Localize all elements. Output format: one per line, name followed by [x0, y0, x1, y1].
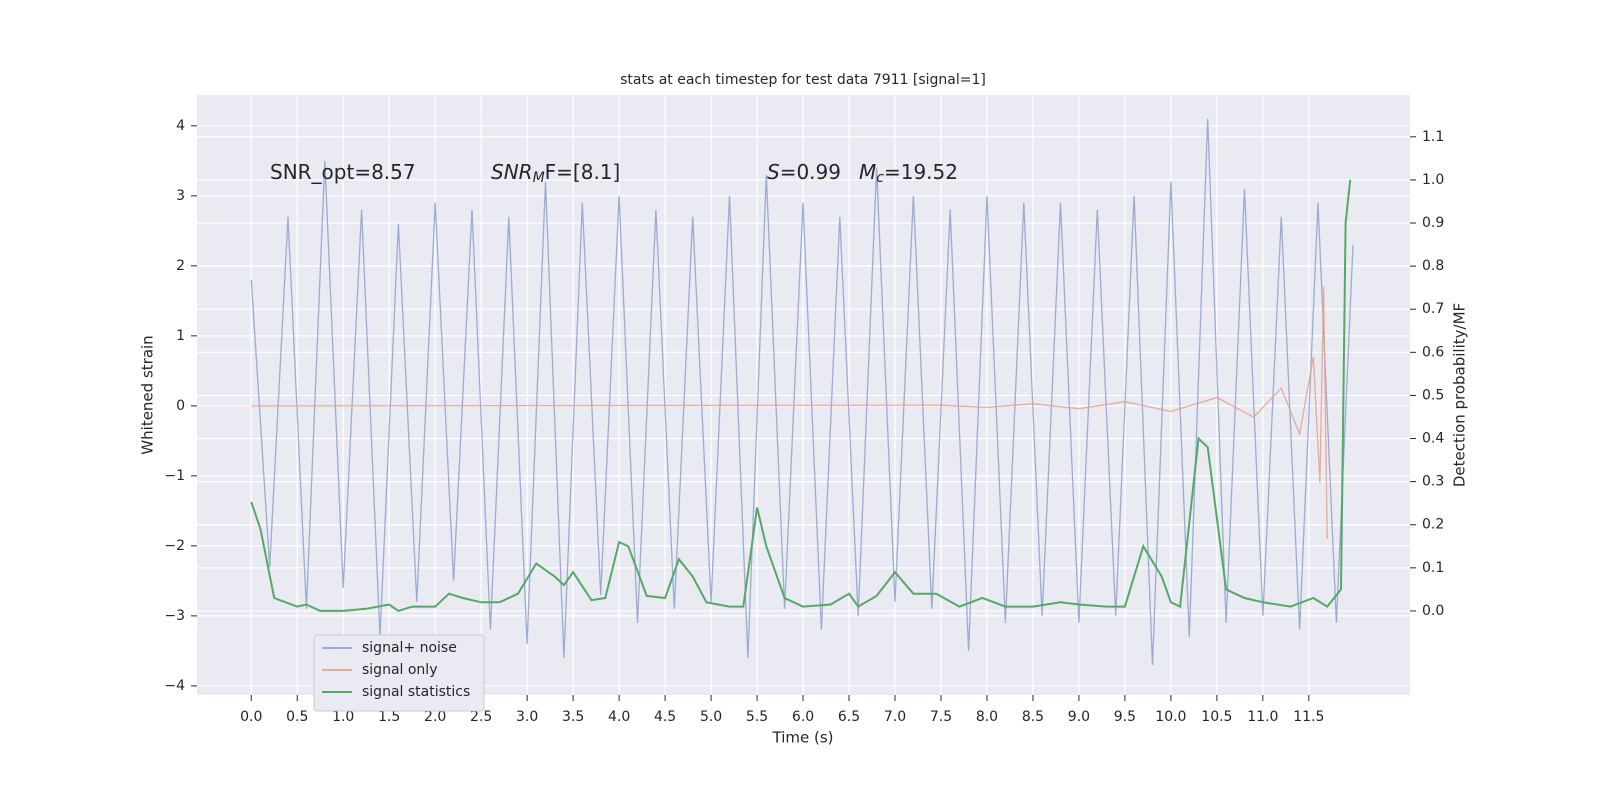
x-tick-label: 6.0 — [792, 709, 814, 725]
x-tick-label: 5.0 — [700, 709, 722, 725]
y2-tick-label: 0.8 — [1422, 258, 1444, 274]
y2-axis-label: Detection probability/MF — [1451, 303, 1469, 487]
annotation: SNRMF=[8.1] — [491, 160, 620, 187]
annotation-part: F=[8.1] — [545, 160, 621, 184]
x-tick-label: 4.0 — [608, 709, 630, 725]
y-tick-label: −4 — [164, 678, 185, 694]
y-axis-label: Whitened strain — [139, 335, 157, 454]
x-tick-label: 10.0 — [1155, 709, 1186, 725]
y2-tick-label: 0.7 — [1422, 301, 1444, 317]
marks — [250, 118, 1354, 665]
series-line — [250, 179, 1352, 613]
x-tick-label: 2.5 — [470, 709, 492, 725]
annotation: SNR_opt=8.57 — [270, 160, 416, 184]
x-tick-label: 11.5 — [1293, 709, 1324, 725]
y-tick-label: 4 — [176, 118, 185, 134]
series-line — [250, 118, 1354, 665]
y2-tick-label: 0.9 — [1422, 215, 1444, 231]
y2-tick-label: 0.5 — [1422, 387, 1444, 403]
y2-tick-label: 1.0 — [1422, 172, 1444, 188]
x-tick-label: 4.5 — [654, 709, 676, 725]
y-tick-label: 3 — [176, 188, 185, 204]
x-tick-label: 10.5 — [1201, 709, 1232, 725]
x-tick-label: 7.0 — [884, 709, 906, 725]
y2-tick-label: 0.2 — [1422, 517, 1444, 533]
x-tick-label: 8.0 — [976, 709, 998, 725]
legend-label: signal statistics — [362, 684, 470, 700]
y2-tick-label: 0.4 — [1422, 431, 1444, 447]
legend-box — [313, 634, 485, 712]
annotation-part: M — [533, 170, 545, 186]
y-tick-label: −1 — [164, 468, 185, 484]
y-tick-label: 1 — [176, 328, 185, 344]
x-tick-label: 3.0 — [516, 709, 538, 725]
labels: 0.0 0.5 1.0 1.5 2.0 2.5 3.0 3.5 4.0 4.5 5.0 5.5 6.0 6… — [164, 118, 1444, 725]
y2-tick-label: 1.1 — [1422, 129, 1444, 145]
x-tick-label: 5.5 — [746, 709, 768, 725]
legend-label: signal+ noise — [362, 640, 457, 656]
chart-title: stats at each timestep for test data 791… — [620, 72, 986, 88]
y2-tick-label: 0.6 — [1422, 344, 1444, 360]
x-tick-label: 2.0 — [424, 709, 446, 725]
y-tick-label: 0 — [176, 398, 185, 414]
annotation-part: =19.52 — [884, 160, 958, 184]
annotation-part: c — [876, 170, 884, 186]
annotation-part: SNR — [491, 160, 533, 184]
x-axis-label: Time (s) — [772, 729, 834, 747]
x-tick-label: 3.5 — [562, 709, 584, 725]
annotation: Mc=19.52 — [859, 160, 958, 187]
annotation-part: M — [859, 160, 876, 184]
annotation-part: =0.99 — [780, 160, 841, 184]
x-tick-label: 11.0 — [1247, 709, 1278, 725]
x-tick-label: 9.5 — [1114, 709, 1136, 725]
legend-label: signal only — [362, 662, 437, 678]
x-tick-label: 1.0 — [332, 709, 354, 725]
x-tick-label: 8.5 — [1022, 709, 1044, 725]
x-tick-label: 0.5 — [286, 709, 308, 725]
x-tick-label: 1.5 — [378, 709, 400, 725]
series-line — [251, 286, 1328, 539]
y-tick-label: 2 — [176, 258, 185, 274]
annotation-part: S — [767, 160, 780, 184]
annotation-part: SNR_opt=8.57 — [270, 160, 416, 184]
y2-tick-label: 0.3 — [1422, 474, 1444, 490]
annotation: S=0.99 — [767, 160, 841, 184]
y-tick-label: −2 — [164, 538, 185, 554]
x-tick-label: 0.0 — [240, 709, 262, 725]
x-tick-label: 7.5 — [930, 709, 952, 725]
x-tick-label: 9.0 — [1068, 709, 1090, 725]
y-tick-label: −3 — [164, 608, 185, 624]
y2-tick-label: 0.1 — [1422, 560, 1444, 576]
x-tick-label: 6.5 — [838, 709, 860, 725]
y2-tick-label: 0.0 — [1422, 603, 1444, 619]
